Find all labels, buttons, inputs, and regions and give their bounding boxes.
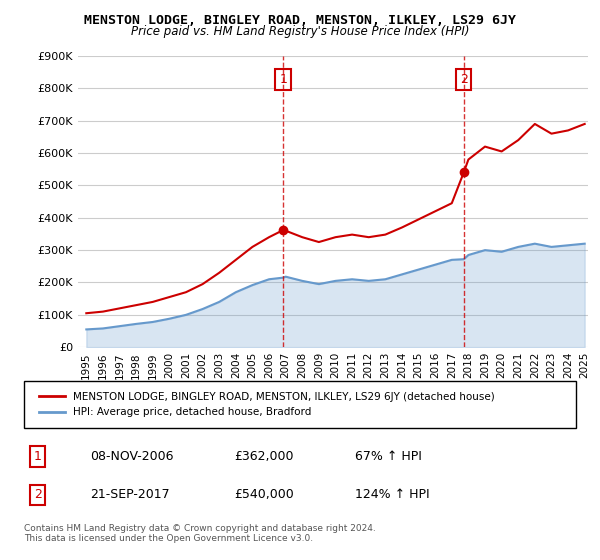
Text: Price paid vs. HM Land Registry's House Price Index (HPI): Price paid vs. HM Land Registry's House … (131, 25, 469, 38)
Text: 1: 1 (34, 450, 42, 463)
Text: 2: 2 (460, 73, 467, 86)
Text: 21-SEP-2017: 21-SEP-2017 (90, 488, 170, 501)
Text: £362,000: £362,000 (234, 450, 293, 463)
Text: 67% ↑ HPI: 67% ↑ HPI (355, 450, 422, 463)
Text: 1: 1 (279, 73, 287, 86)
Text: Contains HM Land Registry data © Crown copyright and database right 2024.
This d: Contains HM Land Registry data © Crown c… (24, 524, 376, 543)
Text: MENSTON LODGE, BINGLEY ROAD, MENSTON, ILKLEY, LS29 6JY: MENSTON LODGE, BINGLEY ROAD, MENSTON, IL… (84, 14, 516, 27)
Text: 08-NOV-2006: 08-NOV-2006 (90, 450, 174, 463)
FancyBboxPatch shape (24, 381, 576, 428)
Text: 2: 2 (34, 488, 42, 501)
Text: £540,000: £540,000 (234, 488, 293, 501)
Text: 124% ↑ HPI: 124% ↑ HPI (355, 488, 430, 501)
Legend: MENSTON LODGE, BINGLEY ROAD, MENSTON, ILKLEY, LS29 6JY (detached house), HPI: Av: MENSTON LODGE, BINGLEY ROAD, MENSTON, IL… (35, 388, 499, 421)
